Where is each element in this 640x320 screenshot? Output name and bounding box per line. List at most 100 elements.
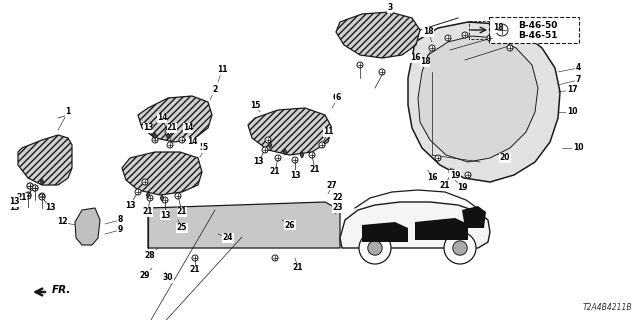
- Circle shape: [262, 147, 268, 153]
- Text: 21: 21: [440, 180, 451, 189]
- Circle shape: [272, 255, 278, 261]
- Text: 1: 1: [65, 108, 71, 116]
- Text: 9: 9: [117, 226, 123, 235]
- Circle shape: [309, 152, 315, 158]
- Text: 13: 13: [9, 197, 19, 206]
- Circle shape: [465, 172, 471, 178]
- Circle shape: [453, 241, 467, 255]
- Polygon shape: [340, 202, 490, 248]
- Text: 15: 15: [250, 100, 260, 109]
- Text: 18: 18: [422, 28, 433, 36]
- Polygon shape: [408, 22, 560, 182]
- Text: 3: 3: [387, 4, 393, 12]
- Circle shape: [429, 45, 435, 51]
- Text: 14: 14: [187, 138, 197, 147]
- Text: 5: 5: [199, 143, 205, 153]
- Polygon shape: [462, 206, 486, 228]
- Circle shape: [25, 193, 31, 199]
- Polygon shape: [75, 208, 100, 245]
- Circle shape: [275, 155, 281, 161]
- Polygon shape: [336, 12, 420, 58]
- Text: B-46-50: B-46-50: [518, 20, 557, 29]
- Circle shape: [265, 137, 271, 143]
- Text: 18: 18: [420, 58, 430, 67]
- Text: 14: 14: [157, 114, 167, 123]
- Circle shape: [147, 195, 153, 201]
- Circle shape: [27, 183, 33, 189]
- Circle shape: [507, 45, 513, 51]
- Polygon shape: [268, 142, 272, 148]
- Text: 16: 16: [410, 53, 420, 62]
- Text: 24: 24: [223, 234, 233, 243]
- Text: 2: 2: [212, 85, 218, 94]
- Text: 3: 3: [387, 4, 392, 12]
- Text: 12: 12: [57, 218, 67, 227]
- Text: T2A4B4211B: T2A4B4211B: [582, 303, 632, 312]
- Text: 20: 20: [500, 154, 510, 163]
- Text: 13: 13: [253, 157, 263, 166]
- Text: 17: 17: [566, 85, 577, 94]
- Text: 13: 13: [160, 211, 170, 220]
- Text: 30: 30: [163, 274, 173, 283]
- Text: 13: 13: [143, 124, 153, 132]
- Circle shape: [435, 155, 441, 161]
- Polygon shape: [415, 218, 468, 240]
- Text: 4: 4: [575, 63, 580, 73]
- Text: 2: 2: [212, 85, 218, 94]
- Text: 21: 21: [292, 263, 303, 273]
- Text: 10: 10: [573, 143, 583, 153]
- Text: 23: 23: [333, 204, 343, 212]
- Text: 21: 21: [310, 165, 320, 174]
- Circle shape: [175, 193, 181, 199]
- Text: 6: 6: [335, 93, 340, 102]
- Text: 18: 18: [493, 23, 503, 33]
- Text: 21: 21: [167, 124, 177, 132]
- Text: FR.: FR.: [52, 285, 72, 295]
- Text: 10: 10: [567, 108, 577, 116]
- Text: 19: 19: [450, 171, 460, 180]
- Circle shape: [379, 69, 385, 75]
- Circle shape: [165, 129, 171, 135]
- Circle shape: [445, 35, 451, 41]
- Text: 21: 21: [177, 207, 188, 217]
- Circle shape: [32, 185, 38, 191]
- Polygon shape: [18, 135, 72, 185]
- Circle shape: [32, 185, 38, 191]
- Text: 1: 1: [65, 108, 70, 116]
- Text: 13: 13: [290, 171, 300, 180]
- Polygon shape: [283, 149, 287, 155]
- Text: 25: 25: [177, 223, 187, 233]
- Text: 21: 21: [189, 266, 200, 275]
- Text: 6: 6: [332, 93, 338, 102]
- Text: B-46-51: B-46-51: [518, 30, 557, 39]
- Circle shape: [357, 62, 363, 68]
- Circle shape: [39, 193, 45, 199]
- Polygon shape: [153, 133, 157, 139]
- Text: 28: 28: [145, 251, 156, 260]
- Text: 14: 14: [183, 124, 193, 132]
- Circle shape: [179, 137, 185, 143]
- Circle shape: [359, 232, 391, 264]
- Text: 21: 21: [17, 194, 28, 203]
- Text: 16: 16: [427, 173, 437, 182]
- Polygon shape: [166, 133, 170, 139]
- Polygon shape: [362, 222, 408, 242]
- Text: 19: 19: [457, 183, 467, 193]
- Circle shape: [292, 157, 298, 163]
- Text: 7: 7: [575, 76, 580, 84]
- Circle shape: [496, 24, 508, 36]
- Polygon shape: [146, 192, 150, 198]
- Text: 5: 5: [202, 143, 207, 153]
- Text: 11: 11: [323, 127, 333, 137]
- Text: 13: 13: [45, 204, 55, 212]
- Polygon shape: [138, 96, 212, 142]
- Circle shape: [152, 137, 158, 143]
- Circle shape: [167, 142, 173, 148]
- Text: 29: 29: [140, 270, 150, 279]
- Circle shape: [444, 232, 476, 264]
- Circle shape: [319, 142, 325, 148]
- Polygon shape: [148, 202, 340, 248]
- Polygon shape: [40, 179, 44, 185]
- Circle shape: [142, 179, 148, 185]
- Circle shape: [449, 169, 455, 175]
